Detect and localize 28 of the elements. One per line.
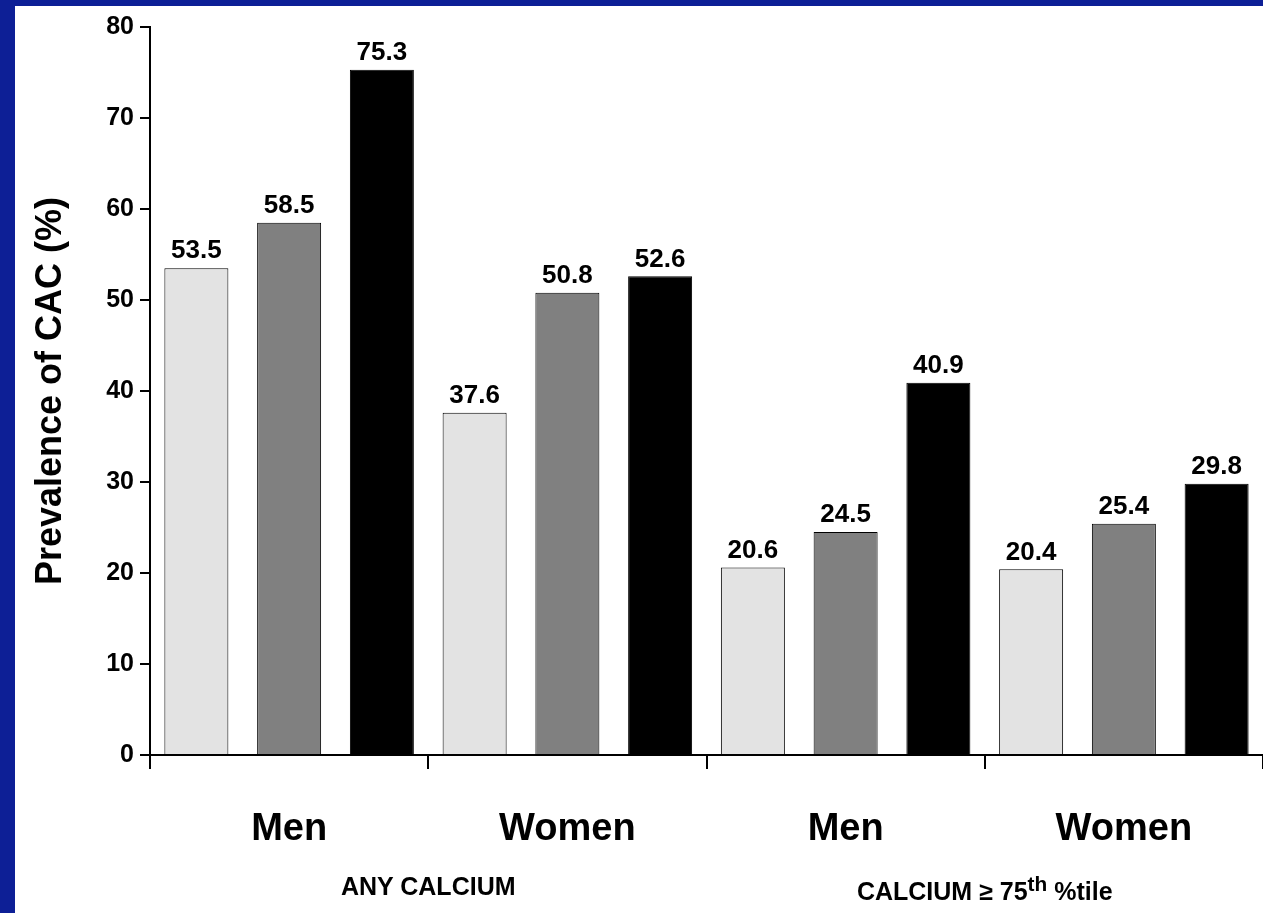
text: ANY CALCIUM	[340, 872, 516, 901]
y-tick-label: 40	[106, 374, 134, 403]
data-label: 29.8	[1191, 449, 1242, 480]
y-tick-label: 30	[106, 465, 134, 494]
data-label: 20.4	[1005, 535, 1057, 566]
y-tick-label: 50	[106, 283, 134, 312]
y-tick-label: 60	[106, 192, 134, 221]
x-tick-label: Women	[499, 806, 636, 849]
data-label: 53.5	[171, 234, 222, 265]
text: CALCIUM ≥ 75$^{th}$ %tile	[856, 872, 1113, 907]
y-axis-title: Prevalence of CAC (%)	[27, 196, 69, 586]
y-tick-label: 70	[106, 101, 134, 130]
data-label: 25.4	[1098, 490, 1150, 521]
y-tick-label: 20	[106, 556, 134, 585]
x-tick-label: Women	[1055, 806, 1193, 849]
x-tick-label: Men	[251, 806, 328, 849]
data-label: 50.8	[542, 258, 593, 289]
data-label: 24.5	[820, 498, 871, 529]
y-tick-label: 0	[120, 738, 134, 767]
data-label: 20.6	[727, 533, 779, 564]
data-label: 52.6	[634, 242, 686, 273]
data-label: 37.6	[449, 379, 500, 410]
y-tick-label: 10	[106, 647, 134, 676]
x-tick-label: Men	[807, 806, 884, 849]
data-label: 75.3	[356, 35, 408, 66]
data-label: 58.5	[263, 188, 315, 219]
y-tick-label: 80	[106, 10, 134, 39]
data-label: 40.9	[913, 348, 964, 379]
